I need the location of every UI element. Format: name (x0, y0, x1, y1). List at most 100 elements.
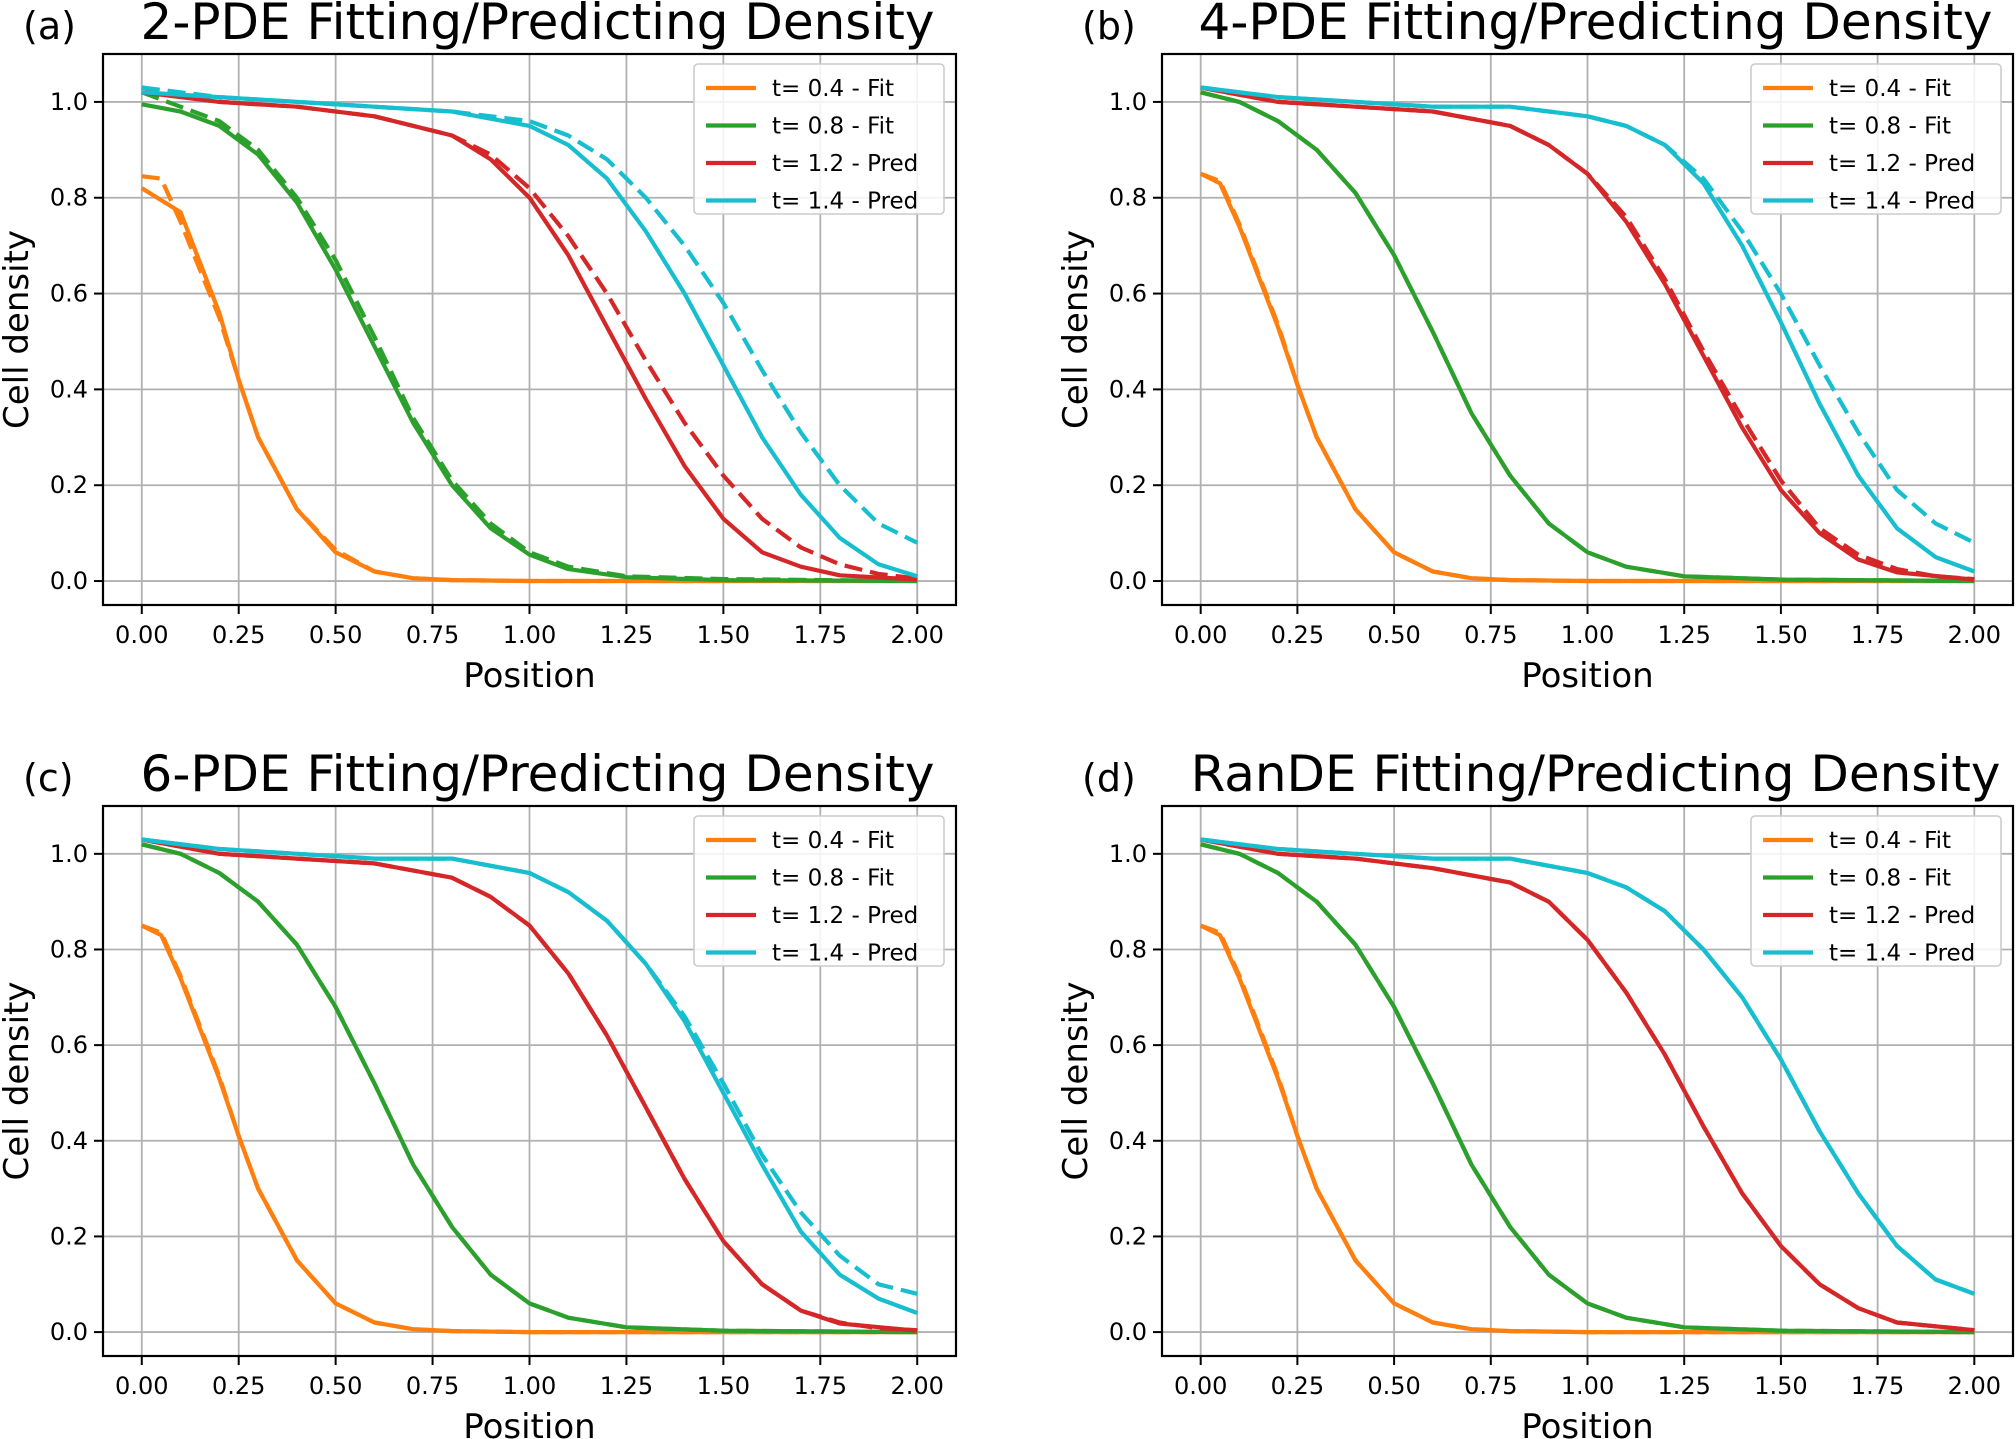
y-tick-label: 0.8 (1109, 935, 1147, 963)
y-axis-label: Cell density (0, 981, 37, 1180)
series-line-4 (141, 90, 918, 584)
x-tick-label: 0.50 (1367, 1372, 1420, 1400)
x-tick-label: 0.75 (406, 1372, 459, 1400)
x-tick-label: 1.75 (794, 1372, 847, 1400)
series-group (140, 837, 918, 1335)
x-tick-label: 1.50 (1754, 621, 1807, 649)
x-tick-label: 1.25 (600, 1372, 653, 1400)
y-tick-label: 0.4 (50, 1127, 88, 1155)
legend-entry: t= 0.4 - Fit (772, 76, 894, 102)
series-line-2 (1199, 171, 1975, 584)
x-tick-label: 0.50 (309, 621, 362, 649)
y-tick-label: 1.0 (1109, 88, 1147, 116)
panel-label: (d) (1082, 756, 1136, 800)
series-line-6 (141, 837, 918, 1333)
legend-box (1750, 815, 2002, 967)
y-tick-label: 0.0 (1109, 1318, 1147, 1346)
y-tick-label: 1.0 (50, 88, 88, 116)
x-tick-label: 0.50 (309, 1372, 362, 1400)
y-tick-label: 1.0 (50, 840, 88, 868)
y-tick-label: 0.6 (50, 1031, 88, 1059)
y-axis-label: Cell density (0, 230, 37, 429)
x-axis-label: Position (463, 656, 595, 696)
panel-label: (a) (23, 4, 76, 48)
y-tick-label: 0.2 (1109, 471, 1147, 499)
x-tick-label: 0.25 (212, 1372, 265, 1400)
x-tick-label: 2.00 (1948, 621, 2001, 649)
series-group (1199, 837, 1976, 1335)
legend-entry: t= 1.2 - Pred (772, 903, 918, 929)
x-tick-label: 1.00 (1561, 621, 1614, 649)
y-tick-label: 0.6 (50, 280, 88, 308)
x-tick-label: 0.25 (212, 621, 265, 649)
legend-entry: t= 0.8 - Fit (772, 114, 894, 140)
x-tick-label: 0.75 (1464, 621, 1517, 649)
chart-title: 4-PDE Fitting/Predicting Density (1199, 0, 1993, 51)
y-tick-label: 0.6 (1109, 1031, 1147, 1059)
legend: t= 0.4 - Fit t= 0.8 - Fit t= 1.2 - Pred t= … (693, 63, 945, 215)
x-tick-label: 0.00 (1174, 1372, 1227, 1400)
series-line-2 (1199, 923, 1975, 1335)
legend-entry: t= 1.4 - Pred (1829, 941, 1975, 967)
y-tick-label: 0.6 (1109, 280, 1147, 308)
x-tick-label: 1.75 (794, 621, 847, 649)
y-tick-label: 0.8 (1109, 184, 1147, 212)
x-axis-label: Position (1521, 1407, 1653, 1439)
y-axis-label: Cell density (1056, 981, 1096, 1180)
x-tick-label: 1.25 (1657, 1372, 1710, 1400)
series-line-4 (141, 842, 918, 1335)
x-axis-label: Position (463, 1407, 595, 1439)
series-line-6 (1200, 837, 1975, 1333)
x-tick-label: 0.25 (1271, 1372, 1324, 1400)
x-tick-label: 1.25 (600, 621, 653, 649)
series-line-2 (141, 923, 918, 1335)
y-tick-label: 1.0 (1109, 840, 1147, 868)
x-tick-label: 1.75 (1851, 1372, 1904, 1400)
chart-title: 2-PDE Fitting/Predicting Density (141, 0, 935, 51)
legend-entry: t= 0.8 - Fit (1829, 866, 1951, 892)
x-tick-label: 1.00 (503, 621, 556, 649)
y-tick-label: 0.4 (50, 375, 88, 403)
x-tick-label: 0.00 (115, 1372, 168, 1400)
x-tick-label: 0.00 (115, 621, 168, 649)
y-tick-label: 0.4 (1109, 375, 1147, 403)
legend-entry: t= 1.2 - Pred (1829, 903, 1975, 929)
y-tick-label: 0.2 (1109, 1222, 1147, 1250)
legend: t= 0.4 - Fit t= 0.8 - Fit t= 1.2 - Pred t= … (693, 815, 945, 967)
legend-box (693, 815, 945, 967)
x-tick-label: 0.50 (1367, 621, 1420, 649)
x-tick-label: 1.50 (697, 621, 750, 649)
series-line-3 (1200, 842, 1975, 1335)
panel-3: 0.00 0.25 0.50 0.75 1.00 1.25 1.50 1.75 2.00 0.0 0… (0, 745, 958, 1439)
legend: t= 0.4 - Fit t= 0.8 - Fit t= 1.2 - Pred t= … (1750, 63, 2002, 215)
x-tick-label: 1.50 (1754, 1372, 1807, 1400)
y-tick-label: 0.2 (50, 1222, 88, 1250)
x-tick-label: 2.00 (891, 1372, 944, 1400)
legend-entry: t= 0.4 - Fit (772, 828, 894, 854)
legend-entry: t= 0.4 - Fit (1829, 828, 1951, 854)
x-tick-label: 0.00 (1174, 621, 1227, 649)
series-group (1199, 85, 1976, 584)
x-tick-label: 1.25 (1657, 621, 1710, 649)
legend-entry: t= 1.4 - Pred (772, 941, 918, 967)
series-line-2 (141, 174, 918, 584)
legend-entry: t= 1.2 - Pred (1829, 151, 1975, 177)
x-tick-label: 1.50 (697, 1372, 750, 1400)
legend: t= 0.4 - Fit t= 0.8 - Fit t= 1.2 - Pred t= … (1750, 815, 2002, 967)
legend-box (693, 63, 945, 215)
series-group (140, 85, 919, 584)
series-line-8 (141, 85, 919, 545)
y-tick-label: 0.0 (50, 1318, 88, 1346)
y-tick-label: 0.8 (50, 184, 88, 212)
legend-entry: t= 1.4 - Pred (772, 189, 918, 215)
panel-2: 0.00 0.25 0.50 0.75 1.00 1.25 1.50 1.75 2.00 0.0 0… (1056, 0, 2015, 696)
x-tick-label: 2.00 (1948, 1372, 2001, 1400)
legend-entry: t= 0.8 - Fit (772, 866, 894, 892)
x-tick-label: 0.75 (1464, 1372, 1517, 1400)
x-tick-label: 1.75 (1851, 621, 1904, 649)
chart-title: RanDE Fitting/Predicting Density (1191, 745, 2001, 803)
legend-box (1750, 63, 2002, 215)
legend-entry: t= 1.2 - Pred (772, 151, 918, 177)
x-tick-label: 0.75 (406, 621, 459, 649)
